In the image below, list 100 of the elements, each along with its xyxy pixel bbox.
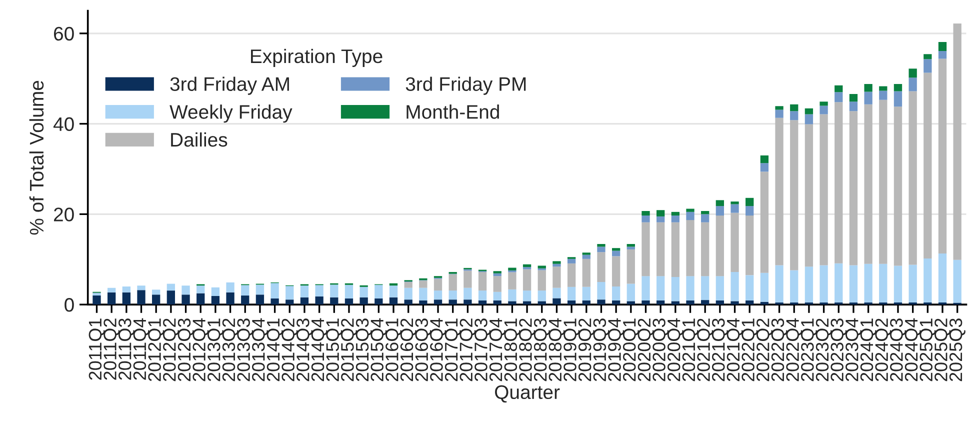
bar xyxy=(626,284,635,302)
bar xyxy=(656,222,665,276)
x-tick-label: 2023Q2 xyxy=(816,318,832,382)
x-tick-label: 2015Q1 xyxy=(326,318,342,382)
x-tick-label: 2015Q4 xyxy=(370,318,387,382)
bar xyxy=(879,100,888,264)
bar xyxy=(270,298,279,305)
bar xyxy=(626,244,635,247)
bar xyxy=(464,300,472,305)
bar xyxy=(315,285,324,296)
x-tick-label: 2012Q1 xyxy=(148,318,164,382)
x-tick-label: 2013Q2 xyxy=(222,318,238,382)
bar xyxy=(908,78,917,92)
bar xyxy=(760,155,769,164)
x-tick-label: 2011Q1 xyxy=(88,318,105,380)
bar xyxy=(567,258,576,264)
x-tick-label: 2021Q4 xyxy=(726,318,743,382)
bar xyxy=(894,106,902,266)
bar xyxy=(108,288,116,292)
x-tick-label: 2011Q2 xyxy=(104,318,120,380)
x-tick-label: 2013Q1 xyxy=(208,318,224,382)
bar xyxy=(849,265,858,303)
bar xyxy=(508,272,516,290)
bar xyxy=(567,286,576,300)
bar xyxy=(716,206,724,216)
bar xyxy=(775,118,784,266)
x-tick-label: 2025Q1 xyxy=(920,318,936,382)
bar xyxy=(464,288,472,300)
bar xyxy=(419,300,428,305)
bar xyxy=(211,287,220,296)
bar xyxy=(879,264,888,303)
bar xyxy=(716,200,724,206)
x-tick-label: 2014Q2 xyxy=(282,318,298,382)
bar xyxy=(286,300,294,305)
x-tick-label: 2025Q2 xyxy=(934,318,951,382)
bar xyxy=(834,102,843,264)
x-tick-label: 2024Q4 xyxy=(904,318,921,382)
x-tick-label: 2023Q3 xyxy=(830,318,847,382)
bar xyxy=(182,294,190,305)
bar xyxy=(196,293,205,305)
bar xyxy=(686,300,694,305)
bar xyxy=(760,272,769,302)
x-tick-label: 2017Q1 xyxy=(444,318,461,382)
x-tick-label: 2017Q3 xyxy=(474,318,491,382)
bar xyxy=(834,92,843,102)
bar xyxy=(508,289,516,302)
x-tick-label: 2012Q3 xyxy=(178,318,194,382)
bar xyxy=(493,273,502,276)
bar xyxy=(804,124,814,267)
x-tick-label: 2019Q1 xyxy=(564,318,580,382)
x-tick-label: 2018Q3 xyxy=(534,318,550,382)
bar xyxy=(760,172,769,273)
x-tick-label: 2021Q1 xyxy=(682,318,698,382)
bar xyxy=(493,276,502,292)
bar xyxy=(552,298,561,305)
bar xyxy=(434,278,442,291)
bar xyxy=(300,297,309,305)
x-tick-label: 2014Q1 xyxy=(266,318,283,382)
bar xyxy=(642,300,650,305)
x-tick-label: 2024Q1 xyxy=(860,318,876,382)
bar xyxy=(775,265,784,303)
bar xyxy=(716,300,724,305)
bar xyxy=(582,300,590,305)
bar xyxy=(137,286,146,290)
bar xyxy=(344,298,354,305)
bar xyxy=(626,301,635,305)
bar xyxy=(879,90,888,100)
bar xyxy=(656,216,665,222)
bar xyxy=(924,54,932,60)
bar xyxy=(508,268,516,270)
bar xyxy=(434,300,442,305)
bar xyxy=(522,269,532,291)
bar xyxy=(908,264,917,303)
bar xyxy=(701,211,710,214)
bar xyxy=(790,120,798,270)
bar xyxy=(448,290,457,300)
bar xyxy=(730,202,739,204)
bar xyxy=(879,86,888,91)
bar xyxy=(538,270,546,291)
bar xyxy=(493,292,502,300)
bar xyxy=(894,91,902,107)
bar xyxy=(330,297,338,305)
x-tick-label: 2011Q3 xyxy=(118,318,134,380)
x-tick-label: 2020Q4 xyxy=(667,318,684,382)
bar xyxy=(597,246,606,252)
bar xyxy=(612,300,620,305)
bar xyxy=(241,296,250,305)
bar xyxy=(924,258,932,303)
bar xyxy=(567,263,576,287)
bar xyxy=(226,282,234,292)
bar xyxy=(182,286,190,295)
bar xyxy=(671,276,680,302)
x-tick-label: 2023Q1 xyxy=(801,318,818,382)
bar xyxy=(522,290,532,302)
bar xyxy=(538,290,546,302)
bar xyxy=(508,301,516,305)
x-tick-label: 2012Q4 xyxy=(192,318,209,382)
bar xyxy=(567,300,576,305)
y-axis-title: % of Total Volume xyxy=(29,80,44,235)
bar xyxy=(953,23,962,260)
